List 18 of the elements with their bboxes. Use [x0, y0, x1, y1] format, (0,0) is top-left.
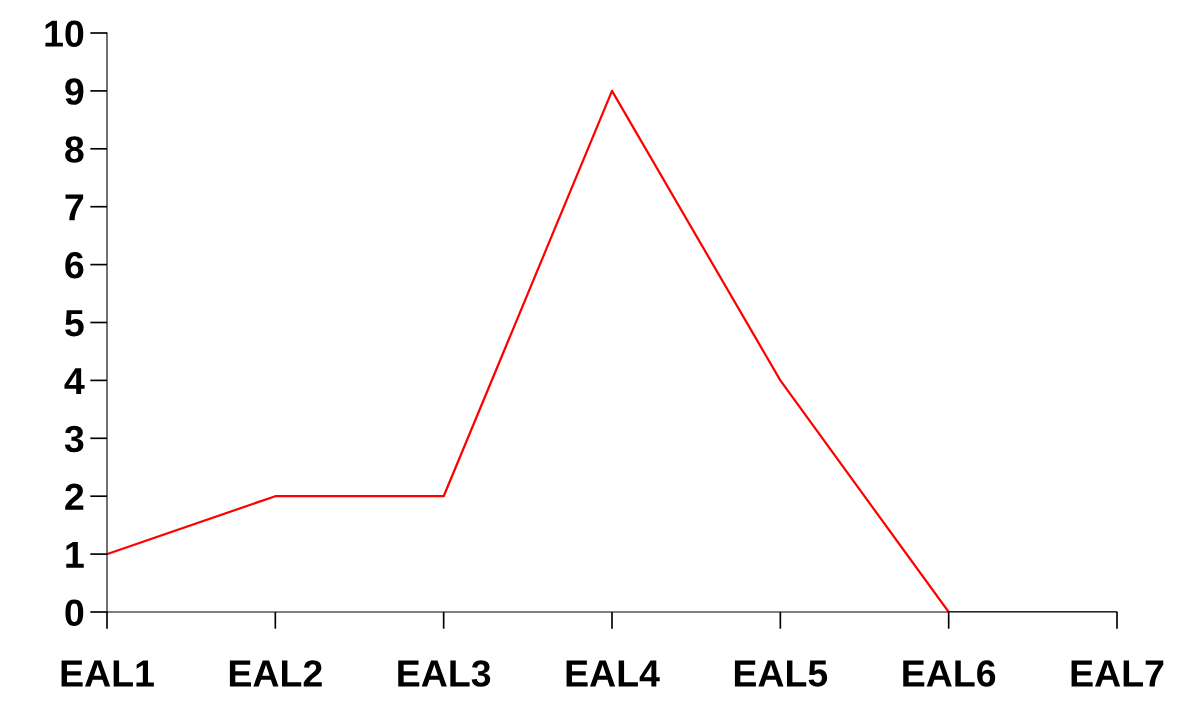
x-tick-label: EAL4	[566, 660, 660, 687]
x-tick-label: EAL7	[1071, 660, 1164, 687]
y-tick-label: 6	[65, 252, 84, 279]
y-tick-label: 3	[64, 425, 84, 453]
y-tick-label: 2	[65, 483, 84, 510]
x-tick-label: EAL5	[734, 660, 828, 687]
y-tick-label: 9	[65, 78, 84, 105]
y-tick-label: 5	[65, 310, 84, 337]
x-tick-label: EAL3	[398, 660, 491, 687]
y-tick-label: 7	[65, 194, 84, 221]
x-tick-label: EAL2	[229, 660, 322, 687]
x-tick-label: EAL1	[61, 660, 154, 687]
y-tick-label: 4	[64, 368, 85, 394]
x-tick-label: EAL6	[903, 660, 996, 687]
y-tick-label: 8	[65, 136, 84, 163]
y-tick-label: 10	[45, 20, 84, 47]
y-tick-label: 0	[65, 599, 84, 626]
y-tick-label: 1	[66, 541, 84, 568]
